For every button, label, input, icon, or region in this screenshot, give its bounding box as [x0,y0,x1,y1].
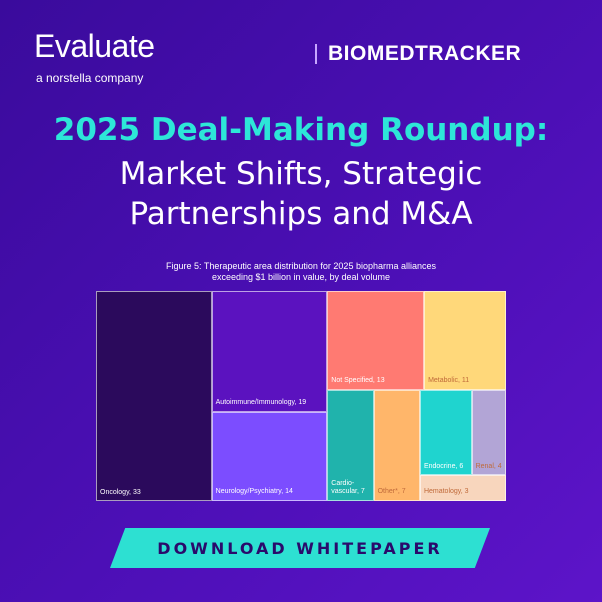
divider [315,44,317,64]
headline: Partnerships and M&A [129,196,473,232]
treemap-cell: Not Specified, 13 [327,291,425,390]
chart-title: Figure 5: Therapeutic area distribution … [166,261,436,282]
tagline: a norstella company [36,71,144,85]
button-background[interactable] [110,528,490,568]
cell-label: Oncology, 33 [100,488,141,496]
headline: Market Shifts, Strategic [119,156,483,192]
treemap-cell: Neurology/Psychiatry, 14 [211,411,328,501]
cell-label: Neurology/Psychiatry, 14 [215,488,293,496]
cell-label: Metabolic, 11 [428,377,470,385]
cell-label: Not Specified, 13 [331,377,385,385]
treemap-cell: Autoimmune/Immunology, 19 [211,291,328,412]
button-label[interactable]: DOWNLOAD WHITEPAPER [157,538,443,558]
treemap-cell: Endocrine, 6 [419,389,472,476]
cell-label: Renal, 4 [475,462,502,470]
treemap-cell: Renal, 4 [471,389,506,476]
partner-logo: BIOMEDTRACKER [328,42,522,65]
treemap: Oncology, 33 Autoimmune/Immunology, 19 Neu… [96,291,506,501]
cell-label: Hematology, 3 [423,488,469,496]
treemap-cell: Other*, 7 [373,389,420,501]
cell-label: Autoimmune/Immunology, 19 [215,399,307,407]
treemap-cell: Oncology, 33 [96,291,212,501]
cell-label: Endocrine, 6 [423,462,464,470]
download-button[interactable]: DOWNLOAD WHITEPAPER [110,528,490,568]
cell-label: Cardio-vascular, 7 [331,479,365,496]
logo: Evaluate [34,28,155,64]
cell-label: Other*, 7 [377,488,406,496]
treemap-cell: Hematology, 3 [419,475,506,501]
treemap-cell: Metabolic, 11 [424,291,506,390]
headline: 2025 Deal-Making Roundup: [53,112,549,148]
treemap-cell: Cardio-vascular, 7 [327,389,374,501]
